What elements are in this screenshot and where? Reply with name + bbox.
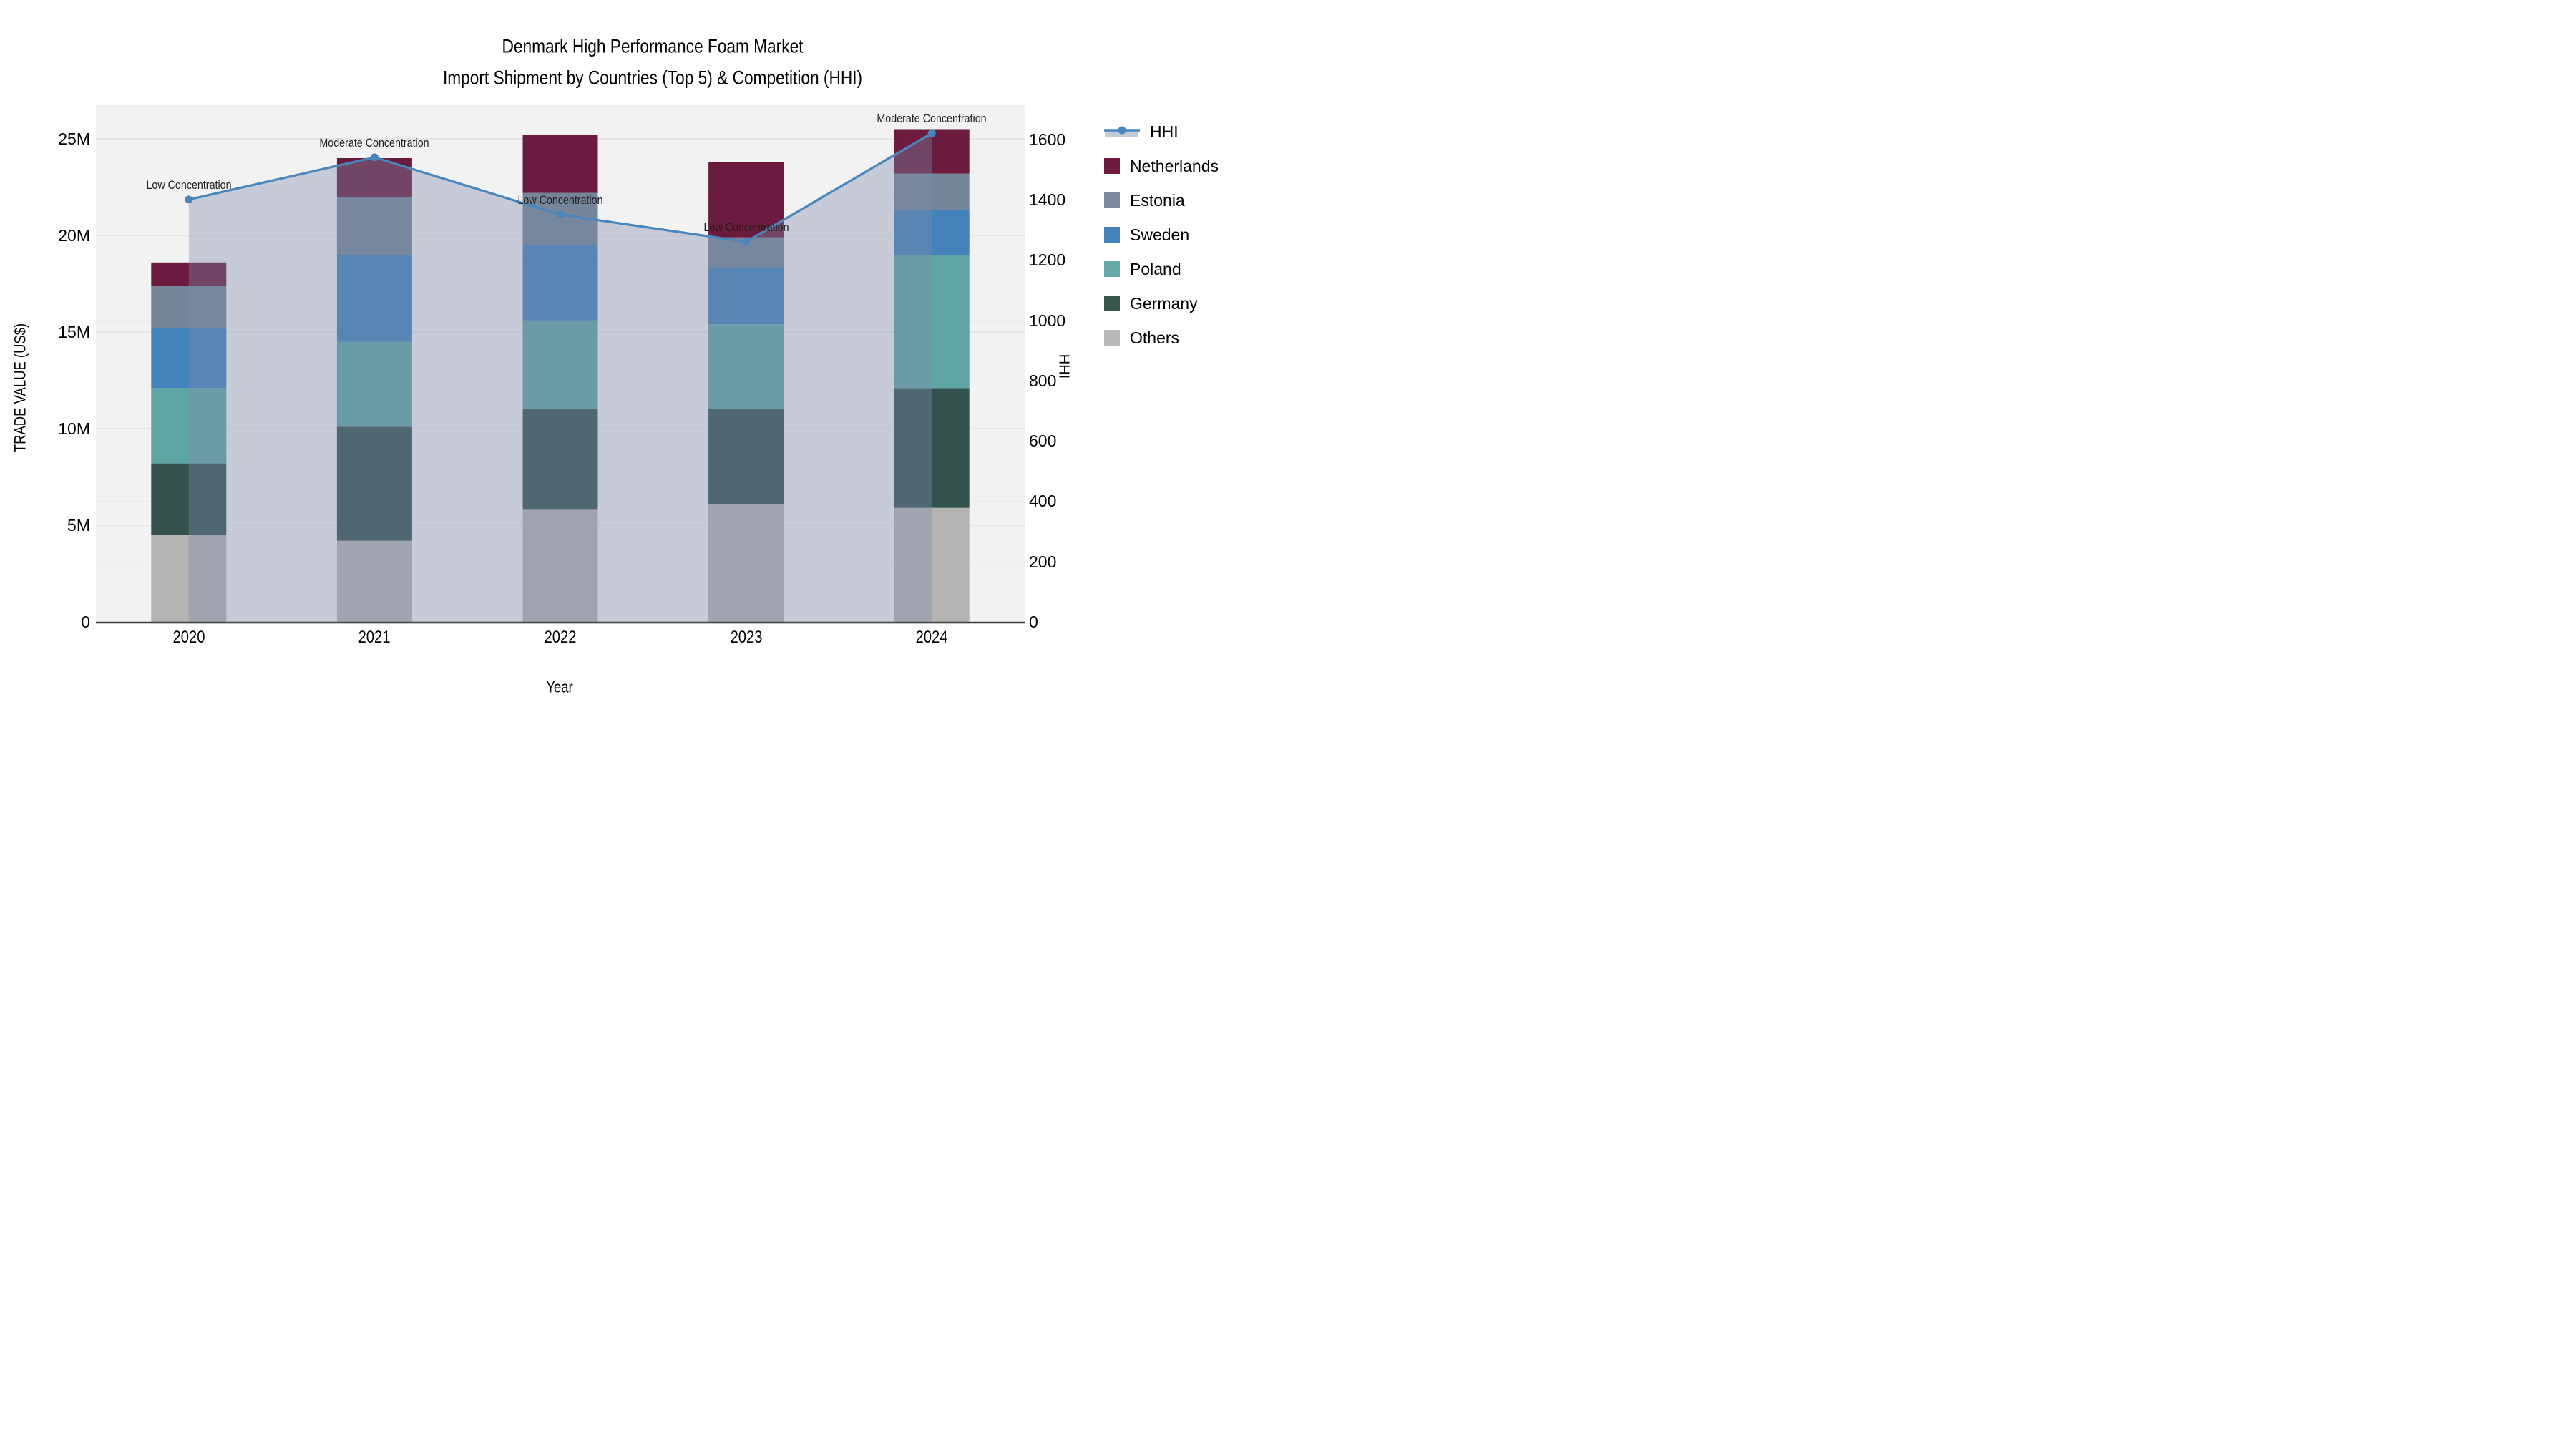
bar-segment-2021-sweden[interactable] xyxy=(336,255,412,342)
chart-canvas xyxy=(96,105,1025,624)
hhi-marker-2020[interactable] xyxy=(185,195,193,204)
annotation-2022: Low Concentration xyxy=(517,193,603,208)
hhi-marker-2023[interactable] xyxy=(742,238,751,246)
hhi-marker-2022[interactable] xyxy=(556,210,565,219)
bar-segment-2020-estonia[interactable] xyxy=(151,286,227,328)
bar-segment-2022-netherlands[interactable] xyxy=(522,135,598,193)
bar-segment-2024-germany[interactable] xyxy=(894,388,970,508)
bar-segment-2021-poland[interactable] xyxy=(336,341,412,427)
bar-segment-2020-germany[interactable] xyxy=(151,463,227,535)
legend-swatch-netherlands xyxy=(1104,158,1120,174)
legend-item-hhi[interactable]: HHI xyxy=(1104,121,1179,142)
y-right-tick-200: 200 xyxy=(1029,552,1057,571)
bar-segment-2021-germany[interactable] xyxy=(336,426,412,541)
legend-swatch-poland xyxy=(1104,261,1120,277)
y-left-tick-10M: 10M xyxy=(58,419,90,438)
hhi-marker-2024[interactable] xyxy=(927,129,936,137)
bar-segment-2024-others[interactable] xyxy=(894,507,970,622)
x-tick-2023: 2023 xyxy=(730,628,763,648)
bar-segment-2020-others[interactable] xyxy=(151,535,227,623)
bar-segment-2021-others[interactable] xyxy=(336,540,412,622)
legend-swatch-estonia xyxy=(1104,192,1120,208)
bar-segment-2022-germany[interactable] xyxy=(522,409,598,510)
legend-swatch-sweden xyxy=(1104,227,1120,243)
x-tick-2021: 2021 xyxy=(358,628,391,648)
chart-title-line1: Denmark High Performance Foam Market xyxy=(502,35,804,57)
x-axis-title: Year xyxy=(546,678,573,696)
y-right-tick-600: 600 xyxy=(1029,431,1057,450)
legend-item-estonia[interactable]: Estonia xyxy=(1104,190,1185,211)
legend-label-poland: Poland xyxy=(1130,259,1181,278)
y-left-tick-0: 0 xyxy=(81,612,90,631)
y-left-tick-15M: 15M xyxy=(58,322,90,341)
y-right-tick-1600: 1600 xyxy=(1029,130,1066,149)
legend-item-germany[interactable]: Germany xyxy=(1104,293,1198,314)
y-right-tick-0: 0 xyxy=(1029,612,1038,631)
bar-segment-2023-sweden[interactable] xyxy=(708,268,784,325)
hhi-line-sample-icon xyxy=(1104,124,1140,140)
y-right-tick-400: 400 xyxy=(1029,492,1057,511)
annotation-2024: Moderate Concentration xyxy=(877,112,987,126)
hhi-area-fill xyxy=(188,133,932,623)
legend-label-sweden: Sweden xyxy=(1130,225,1190,244)
annotation-2023: Low Concentration xyxy=(703,220,789,235)
y-right-tick-1000: 1000 xyxy=(1029,311,1066,330)
bar-segment-2023-poland[interactable] xyxy=(708,324,784,409)
legend-label-others: Others xyxy=(1130,328,1180,347)
y-left-axis-title: TRADE VALUE (US$) xyxy=(11,323,29,453)
y-left-tick-20M: 20M xyxy=(58,225,90,245)
legend-item-others[interactable]: Others xyxy=(1104,327,1179,348)
bar-segment-2024-estonia[interactable] xyxy=(894,173,970,210)
legend-label-germany: Germany xyxy=(1130,293,1198,313)
bar-segment-2022-poland[interactable] xyxy=(522,320,598,409)
y-right-tick-800: 800 xyxy=(1029,371,1057,390)
x-tick-2022: 2022 xyxy=(544,628,577,648)
hhi-marker-2021[interactable] xyxy=(370,153,379,162)
legend-item-poland[interactable]: Poland xyxy=(1104,258,1181,280)
bar-segment-2020-sweden[interactable] xyxy=(151,328,227,389)
x-tick-2024: 2024 xyxy=(915,628,948,648)
y-left-tick-25M: 25M xyxy=(58,129,90,148)
legend-label-estonia: Estonia xyxy=(1130,190,1185,210)
bar-segment-2023-others[interactable] xyxy=(708,504,784,622)
y-left-tick-5M: 5M xyxy=(67,515,90,535)
y-right-axis-title: HHI xyxy=(1055,353,1072,379)
bar-segment-2024-poland[interactable] xyxy=(894,255,970,389)
bar-segment-2021-estonia[interactable] xyxy=(336,197,412,255)
legend-swatch-germany xyxy=(1104,296,1120,311)
bar-segment-2022-others[interactable] xyxy=(522,509,598,622)
chart-title-line2: Import Shipment by Countries (Top 5) & C… xyxy=(442,67,863,89)
bar-segment-2023-germany[interactable] xyxy=(708,409,784,504)
bar-segment-2022-sweden[interactable] xyxy=(522,245,598,321)
y-right-tick-1400: 1400 xyxy=(1029,190,1066,209)
legend-swatch-others xyxy=(1104,330,1120,346)
annotation-2021: Moderate Concentration xyxy=(319,136,429,150)
legend-label-hhi: HHI xyxy=(1150,122,1179,141)
annotation-2020: Low Concentration xyxy=(146,178,232,192)
legend-label-netherlands: Netherlands xyxy=(1130,156,1219,175)
legend-item-sweden[interactable]: Sweden xyxy=(1104,224,1189,245)
legend-item-netherlands[interactable]: Netherlands xyxy=(1104,155,1219,177)
bar-segment-2023-netherlands[interactable] xyxy=(708,162,784,238)
bar-segment-2020-poland[interactable] xyxy=(151,388,227,464)
bar-segment-2020-netherlands[interactable] xyxy=(151,262,227,286)
chart-figure: Denmark High Performance Foam Market Imp… xyxy=(0,0,1288,725)
bar-segment-2024-sweden[interactable] xyxy=(894,210,970,255)
x-tick-2020: 2020 xyxy=(172,628,205,648)
y-right-tick-1200: 1200 xyxy=(1029,250,1066,269)
